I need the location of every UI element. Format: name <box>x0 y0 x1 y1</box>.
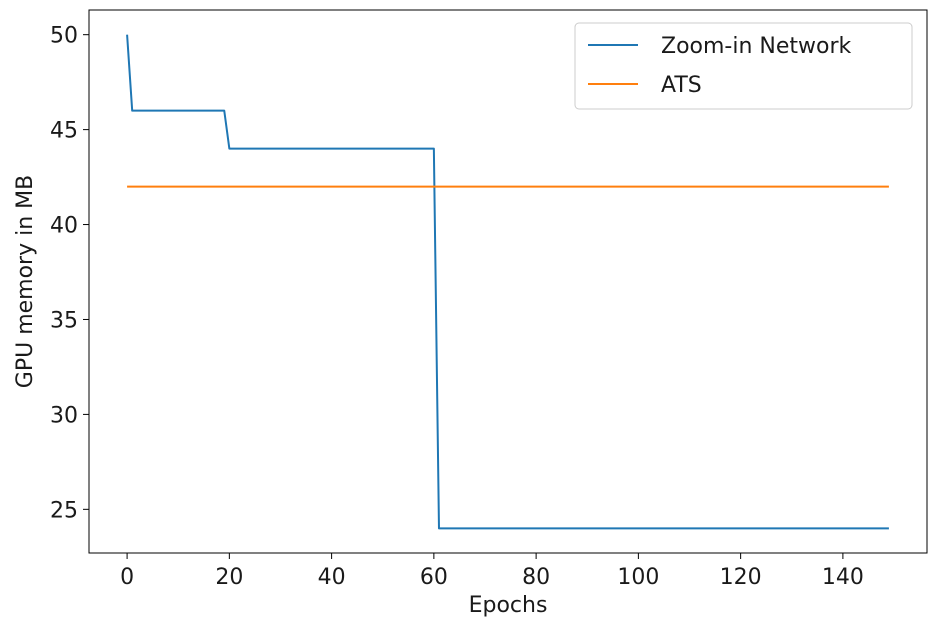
y-tick-label: 50 <box>50 24 78 49</box>
y-tick-label: 45 <box>50 119 78 144</box>
legend-label-2: ATS <box>661 73 702 98</box>
y-axis-label: GPU memory in MB <box>13 175 38 388</box>
series-line-1 <box>126 34 889 530</box>
x-axis-label: Epochs <box>469 593 548 618</box>
legend-box <box>574 22 913 110</box>
y-tick-label: 30 <box>50 403 78 428</box>
y-tick-label: 40 <box>50 214 78 239</box>
plot-area <box>126 34 889 530</box>
x-tick-label: 40 <box>318 565 346 590</box>
x-tick-label: 80 <box>522 565 550 590</box>
x-tick-label: 60 <box>420 565 448 590</box>
x-tick-label: 20 <box>215 565 243 590</box>
y-tick-label: 25 <box>50 498 78 523</box>
x-tick-label: 140 <box>822 565 864 590</box>
x-tick-label: 0 <box>120 565 134 590</box>
legend: Zoom-in Network ATS <box>574 22 913 110</box>
plot-frame <box>88 9 928 554</box>
y-tick-label: 35 <box>50 308 78 333</box>
x-tick-label: 120 <box>720 565 762 590</box>
legend-label-1: Zoom-in Network <box>661 34 852 59</box>
axes: 0 20 40 60 80 100 120 140 25 30 35 40 45 50 <box>50 9 928 590</box>
x-tick-label: 100 <box>617 565 659 590</box>
